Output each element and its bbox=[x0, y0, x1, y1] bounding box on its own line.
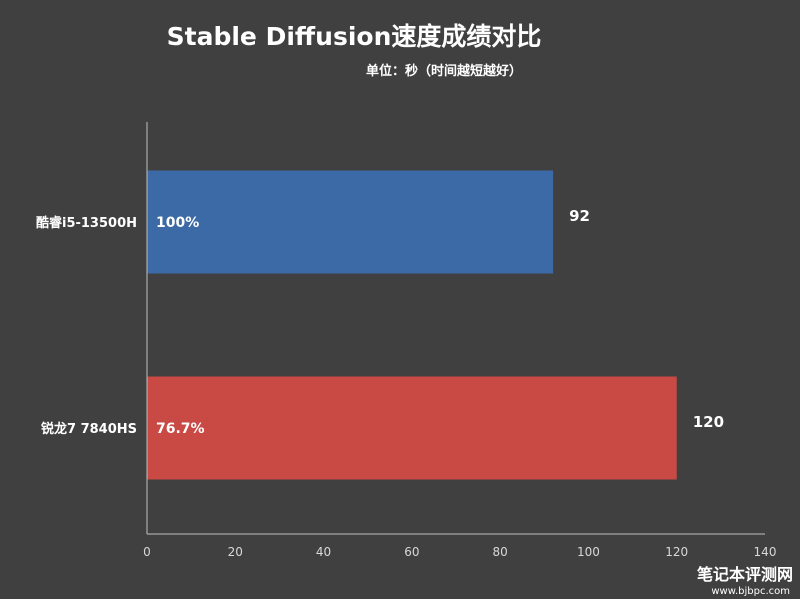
axes-layer: 0 20 40 60 80 100 120 140 bbox=[143, 122, 776, 559]
x-tick-label: 40 bbox=[316, 545, 331, 559]
watermark-url: www.bjbpc.com bbox=[711, 586, 790, 597]
watermark: 笔记本评测网 www.bjbpc.com bbox=[697, 565, 793, 597]
x-tick-label: 80 bbox=[493, 545, 508, 559]
category-label: 锐龙7 7840HS bbox=[41, 421, 137, 437]
bar-value-label: 120 bbox=[693, 413, 724, 431]
x-tick-label: 140 bbox=[754, 545, 777, 559]
x-tick-label: 60 bbox=[404, 545, 419, 559]
bar-percent-label: 100% bbox=[156, 215, 199, 231]
category-label: 酷睿i5-13500H bbox=[36, 215, 137, 231]
x-tick-label: 100 bbox=[577, 545, 600, 559]
bar bbox=[147, 170, 554, 274]
chart-title: Stable Diffusion速度成绩对比 bbox=[167, 22, 542, 51]
watermark-text: 笔记本评测网 bbox=[697, 565, 793, 584]
chart-subtitle: 单位：秒（时间越短越好） bbox=[366, 63, 522, 79]
x-tick-label: 120 bbox=[665, 545, 688, 559]
x-tick-label: 0 bbox=[143, 545, 151, 559]
bars-layer: 酷睿i5-13500H 100% 92 锐龙7 7840HS 76.7% 120 bbox=[36, 170, 724, 480]
bar bbox=[147, 376, 677, 480]
bar-value-label: 92 bbox=[569, 207, 590, 225]
bar-percent-label: 76.7% bbox=[156, 421, 205, 437]
x-tick-label: 20 bbox=[228, 545, 243, 559]
